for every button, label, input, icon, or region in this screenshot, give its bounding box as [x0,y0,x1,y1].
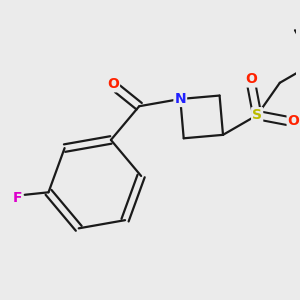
Text: O: O [107,77,119,91]
Text: F: F [12,191,22,205]
Text: O: O [245,73,257,86]
Text: O: O [288,114,299,128]
Text: S: S [252,108,262,122]
Text: N: N [175,92,186,106]
